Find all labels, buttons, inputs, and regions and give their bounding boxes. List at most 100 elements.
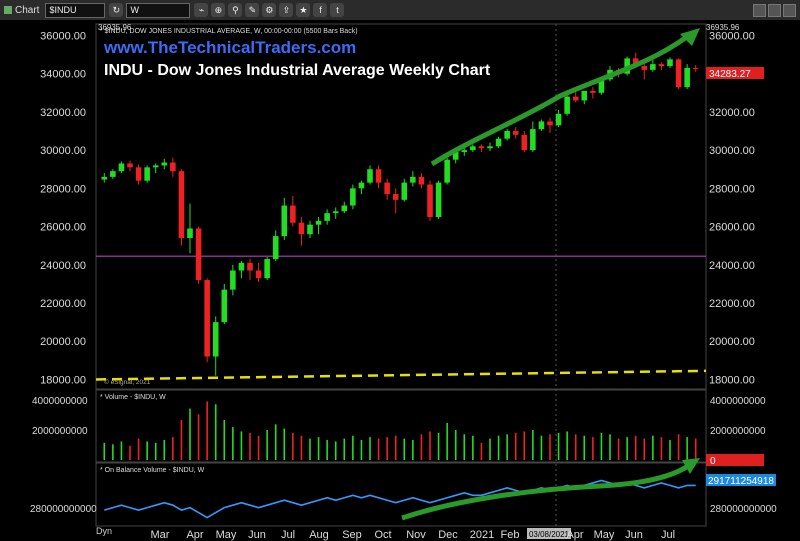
candle-body-48 bbox=[512, 131, 519, 135]
candle-body-14 bbox=[221, 289, 228, 323]
volume-bar-68 bbox=[686, 437, 688, 460]
candle-body-50 bbox=[530, 129, 536, 151]
volume-bar-14 bbox=[223, 420, 226, 460]
interval-select[interactable]: W bbox=[126, 2, 191, 18]
candle-body-51 bbox=[538, 121, 545, 130]
volume-bars bbox=[103, 401, 697, 460]
candle-body-36 bbox=[410, 176, 416, 183]
volume-bar-33 bbox=[386, 437, 388, 460]
candle-body-47 bbox=[504, 131, 510, 139]
volume-bar-65 bbox=[660, 437, 663, 460]
volume-bar-45 bbox=[489, 438, 491, 460]
y-tick-left-8: 34000.00 bbox=[40, 69, 86, 81]
volume-bar-10 bbox=[189, 408, 191, 460]
symbol-input[interactable]: $INDU bbox=[45, 2, 106, 18]
volume-bar-5 bbox=[146, 441, 148, 460]
y-tick-left-6: 30000.00 bbox=[40, 145, 86, 157]
volume-bar-63 bbox=[643, 438, 646, 460]
volume-bar-12 bbox=[206, 401, 208, 460]
share-icon[interactable]: ⇪ bbox=[279, 3, 294, 17]
volume-bar-28 bbox=[343, 438, 346, 460]
zoom-icon[interactable]: ⚲ bbox=[228, 3, 243, 17]
site-title: www.TheTechnicalTraders.com bbox=[103, 38, 356, 57]
candle-body-9 bbox=[178, 171, 185, 239]
dyn-label[interactable]: Dyn bbox=[96, 526, 113, 536]
volume-bar-51 bbox=[540, 435, 543, 460]
candle-body-27 bbox=[332, 211, 339, 214]
candle-body-62 bbox=[632, 58, 639, 67]
candle-body-11 bbox=[195, 228, 202, 281]
volume-bar-40 bbox=[446, 422, 448, 460]
candle-body-21 bbox=[281, 205, 288, 237]
close-icon[interactable] bbox=[783, 3, 796, 17]
candle-body-64 bbox=[650, 64, 656, 70]
crosshair-icon[interactable]: ⊕ bbox=[211, 3, 226, 17]
candle-body-5 bbox=[144, 167, 150, 181]
draw-icon[interactable]: ✎ bbox=[245, 3, 260, 17]
candle-body-16 bbox=[238, 262, 245, 271]
chart-title: Chart bbox=[0, 5, 45, 16]
volume-bar-56 bbox=[583, 435, 586, 460]
candle-body-8 bbox=[170, 162, 176, 172]
refresh-icon[interactable]: ↻ bbox=[109, 3, 124, 17]
candle-body-46 bbox=[495, 138, 502, 147]
candle-body-20 bbox=[272, 236, 279, 260]
chart-area[interactable]: * $INDU, DOW JONES INDUSTRIAL AVERAGE, W… bbox=[0, 20, 800, 541]
volume-bar-48 bbox=[514, 432, 517, 460]
obv-tick-right: 280000000000 bbox=[710, 504, 777, 515]
candle-body-7 bbox=[161, 162, 168, 166]
volume-bar-46 bbox=[497, 435, 500, 460]
volume-bar-50 bbox=[532, 430, 534, 460]
candle-body-54 bbox=[564, 96, 570, 114]
chart-app-icon bbox=[4, 6, 12, 14]
volume-bar-16 bbox=[240, 431, 243, 460]
x-label-7: Oct bbox=[374, 529, 391, 541]
y-tick-left-3: 24000.00 bbox=[40, 260, 86, 272]
volume-bar-47 bbox=[506, 434, 508, 460]
candlestick-series bbox=[101, 52, 699, 376]
top-value-label-left: 36935.96 bbox=[98, 23, 132, 32]
volume-bar-52 bbox=[549, 434, 551, 460]
x-label-5: Aug bbox=[309, 529, 329, 541]
x-label-3: Jun bbox=[248, 529, 266, 541]
volume-tick-right-1: 2000000000 bbox=[710, 426, 766, 437]
candle-body-56 bbox=[581, 90, 588, 101]
top-value-label: 36935.96 bbox=[706, 23, 740, 32]
volume-bar-22 bbox=[292, 432, 294, 460]
volume-bar-6 bbox=[154, 442, 157, 460]
candle-body-4 bbox=[135, 167, 142, 181]
candle-body-28 bbox=[341, 205, 348, 212]
facebook-icon[interactable]: f bbox=[313, 3, 328, 17]
volume-tick-left-1: 2000000000 bbox=[32, 426, 88, 437]
volume-bar-18 bbox=[257, 435, 260, 460]
x-label-11: Feb bbox=[501, 529, 520, 541]
y-tick-right-6: 30000.00 bbox=[709, 145, 755, 157]
volume-bar-57 bbox=[592, 437, 594, 460]
candle-body-67 bbox=[675, 59, 682, 88]
candle-body-6 bbox=[152, 165, 159, 168]
y-tick-right-4: 26000.00 bbox=[709, 222, 755, 234]
candle-body-32 bbox=[375, 169, 382, 183]
candle-body-63 bbox=[641, 66, 648, 70]
candle-body-65 bbox=[658, 64, 665, 67]
candle-body-25 bbox=[315, 220, 322, 225]
x-label-12: 03/08/2021 bbox=[529, 530, 570, 539]
volume-bar-53 bbox=[557, 432, 560, 460]
maximize-icon[interactable] bbox=[768, 3, 781, 17]
last-price-badge bbox=[706, 67, 764, 79]
volume-bar-64 bbox=[652, 435, 654, 460]
candle-body-29 bbox=[350, 188, 356, 206]
yellow-trend-line bbox=[95, 369, 707, 381]
volume-bar-19 bbox=[266, 430, 268, 460]
minimize-icon[interactable] bbox=[753, 3, 766, 17]
y-tick-right-9: 36000.00 bbox=[709, 30, 755, 42]
candle-body-17 bbox=[247, 262, 253, 271]
settings-icon[interactable]: ⚙ bbox=[262, 3, 277, 17]
volume-tick-left-0: 4000000000 bbox=[32, 396, 88, 407]
x-label-2: May bbox=[216, 529, 237, 541]
trend-arrowhead-obv bbox=[682, 458, 700, 474]
twitter-icon[interactable]: t bbox=[330, 3, 345, 17]
link-icon[interactable]: ⌁ bbox=[194, 3, 209, 17]
bookmark-icon[interactable]: ★ bbox=[296, 3, 311, 17]
x-label-6: Sep bbox=[342, 529, 362, 541]
